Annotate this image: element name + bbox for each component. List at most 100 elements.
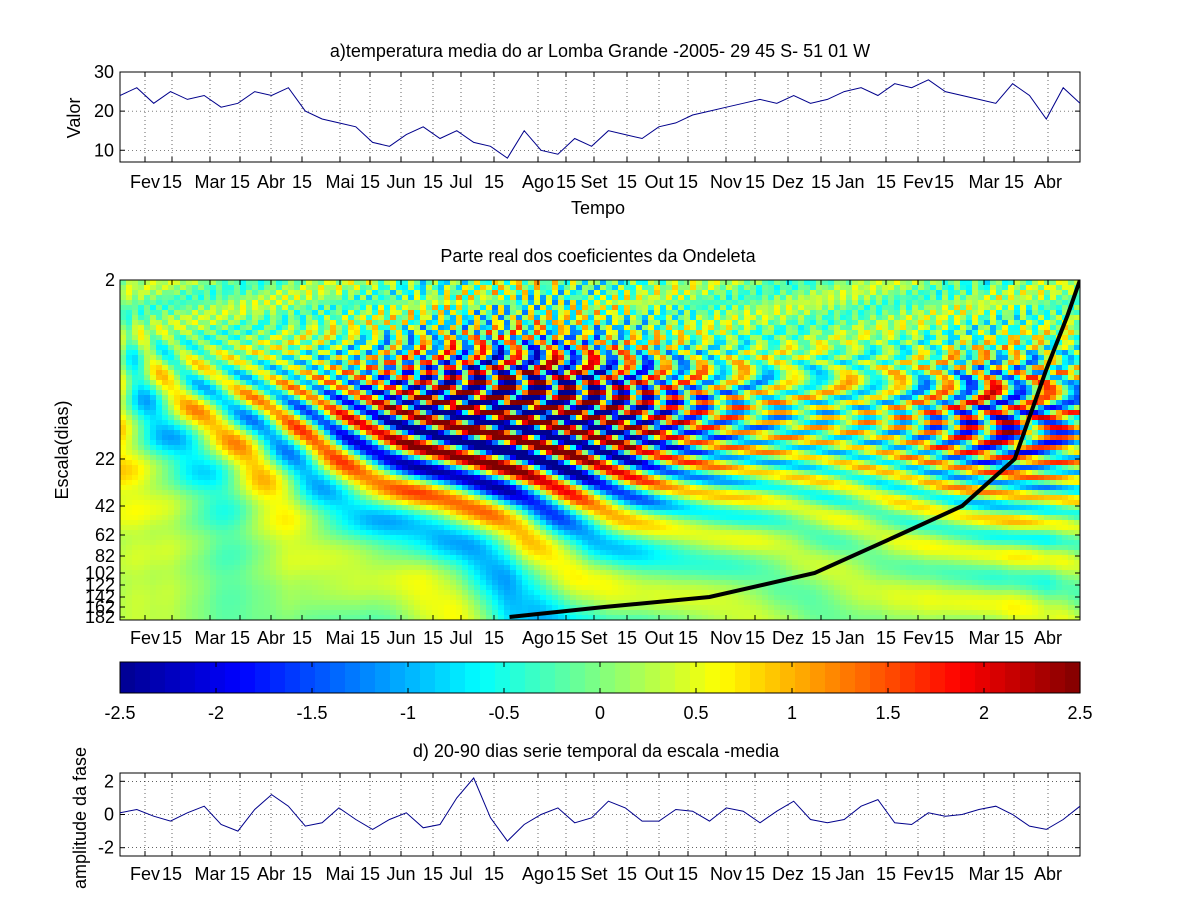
heatmap-cell xyxy=(300,370,307,376)
heatmap-cell xyxy=(384,335,391,341)
heatmap-cell xyxy=(414,305,421,311)
heatmap-cell xyxy=(330,370,337,376)
heatmap-cell xyxy=(786,405,793,411)
heatmap-cell xyxy=(960,295,967,301)
heatmap-cell xyxy=(744,360,751,366)
heatmap-cell xyxy=(684,365,691,371)
heatmap-cell xyxy=(468,380,475,386)
heatmap-cell xyxy=(654,405,661,411)
heatmap-cell xyxy=(294,345,301,351)
heatmap-cell xyxy=(336,290,343,296)
heatmap-cell xyxy=(144,310,151,316)
heatmap-cell xyxy=(408,340,415,346)
heatmap-cell xyxy=(432,380,439,386)
heatmap-cell xyxy=(402,290,409,296)
heatmap-cell xyxy=(576,385,583,391)
heatmap-cell xyxy=(588,410,595,416)
heatmap-cell xyxy=(1008,315,1015,321)
heatmap-cell xyxy=(696,320,703,326)
heatmap-cell xyxy=(1014,340,1021,346)
heatmap-cell xyxy=(258,360,265,366)
heatmap-cell xyxy=(246,285,253,291)
heatmap-cell xyxy=(192,320,199,326)
heatmap-cell xyxy=(294,430,301,436)
heatmap-cell xyxy=(204,360,211,366)
heatmap-cell xyxy=(888,395,895,401)
heatmap-cell xyxy=(546,280,553,286)
heatmap-cell xyxy=(408,365,415,371)
heatmap-cell xyxy=(630,400,637,406)
heatmap-cell xyxy=(546,295,553,301)
heatmap-cell xyxy=(726,420,733,426)
heatmap-cell xyxy=(1026,300,1033,306)
heatmap-cell xyxy=(312,395,319,401)
heatmap-cell xyxy=(648,390,655,396)
heatmap-cell xyxy=(414,330,421,336)
heatmap-cell xyxy=(546,300,553,306)
heatmap-cell xyxy=(762,395,769,401)
heatmap-cell xyxy=(708,285,715,291)
heatmap-cell xyxy=(1074,340,1080,346)
heatmap-cell xyxy=(150,385,157,391)
heatmap-cell xyxy=(828,385,835,391)
heatmap-cell xyxy=(900,395,907,401)
heatmap-cell xyxy=(474,380,481,386)
heatmap-cell xyxy=(690,340,697,346)
heatmap-cell xyxy=(378,410,385,416)
wavelet-heatmap xyxy=(120,280,1080,620)
heatmap-cell xyxy=(972,360,979,366)
heatmap-cell xyxy=(138,410,145,416)
heatmap-cell xyxy=(300,390,307,396)
heatmap-cell xyxy=(570,300,577,306)
heatmap-cell xyxy=(948,420,955,426)
heatmap-cell xyxy=(996,295,1003,301)
heatmap-cell xyxy=(990,355,997,361)
heatmap-cell xyxy=(882,315,889,321)
heatmap-cell xyxy=(150,330,157,336)
heatmap-cell xyxy=(420,310,427,316)
heatmap-cell xyxy=(510,360,517,366)
heatmap-cell xyxy=(306,305,313,311)
heatmap-cell xyxy=(504,415,511,421)
heatmap-cell xyxy=(780,300,787,306)
heatmap-cell xyxy=(1038,405,1045,411)
heatmap-cell xyxy=(930,420,937,426)
heatmap-cell xyxy=(546,390,553,396)
heatmap-cell xyxy=(708,400,715,406)
heatmap-cell xyxy=(138,415,145,421)
heatmap-cell xyxy=(120,400,127,406)
heatmap-cell xyxy=(294,330,301,336)
heatmap-cell xyxy=(480,280,487,286)
heatmap-cell xyxy=(960,345,967,351)
heatmap-cell xyxy=(612,390,619,396)
heatmap-cell xyxy=(366,335,373,341)
heatmap-cell xyxy=(282,340,289,346)
heatmap-cell xyxy=(606,280,613,286)
heatmap-cell xyxy=(954,290,961,296)
heatmap-cell xyxy=(774,395,781,401)
heatmap-cell xyxy=(360,370,367,376)
heatmap-cell xyxy=(600,345,607,351)
heatmap-cell xyxy=(744,325,751,331)
heatmap-cell xyxy=(1020,340,1027,346)
heatmap-cell xyxy=(156,280,163,286)
heatmap-cell xyxy=(696,405,703,411)
heatmap-cell xyxy=(570,280,577,286)
heatmap-cell xyxy=(906,400,913,406)
heatmap-cell xyxy=(1074,410,1080,416)
heatmap-cell xyxy=(660,335,667,341)
heatmap-cell xyxy=(1068,405,1075,411)
heatmap-cell xyxy=(1068,320,1075,326)
heatmap-cell xyxy=(858,285,865,291)
heatmap-cell xyxy=(798,350,805,356)
heatmap-cell xyxy=(762,330,769,336)
heatmap-cell xyxy=(1056,325,1063,331)
heatmap-cell xyxy=(750,295,757,301)
heatmap-cell xyxy=(696,305,703,311)
heatmap-cell xyxy=(528,280,535,286)
heatmap-cell xyxy=(1068,400,1075,406)
heatmap-cell xyxy=(504,420,511,426)
heatmap-cell xyxy=(390,280,397,286)
heatmap-cell xyxy=(132,385,139,391)
heatmap-cell xyxy=(930,305,937,311)
